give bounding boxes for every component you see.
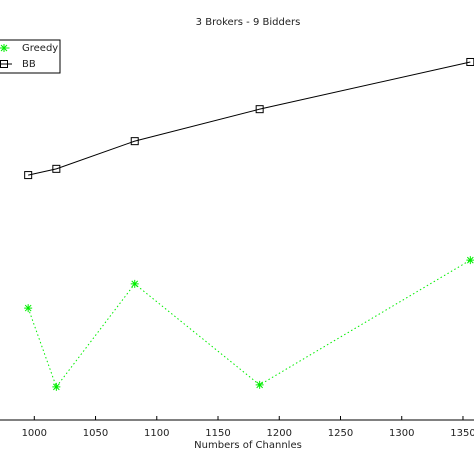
data-point	[255, 105, 264, 114]
data-point	[52, 164, 61, 173]
x-tick-label: 1100	[144, 428, 169, 439]
data-point	[130, 137, 139, 146]
data-point	[466, 256, 474, 265]
x-tick-label: 1200	[267, 428, 292, 439]
chart-title: 3 Brokers - 9 Bidders	[196, 17, 301, 28]
data-point	[24, 171, 33, 180]
data-point	[52, 382, 61, 391]
x-tick-label: 1350	[450, 428, 474, 439]
data-point	[130, 279, 139, 288]
x-axis-label: Numbers of Channles	[194, 440, 302, 451]
legend-label: Greedy	[22, 43, 58, 54]
data-point	[255, 380, 264, 389]
x-tick-label: 1250	[328, 428, 353, 439]
x-tick-label: 1000	[22, 428, 47, 439]
x-tick-label: 1300	[389, 428, 414, 439]
legend-label: BB	[22, 59, 36, 70]
data-point	[24, 304, 33, 313]
x-tick-label: 1150	[205, 428, 230, 439]
legend-marker	[0, 60, 8, 68]
series-line	[28, 61, 471, 176]
x-tick-label: 1050	[83, 428, 108, 439]
legend-marker	[0, 44, 8, 52]
legend-box	[0, 39, 61, 74]
